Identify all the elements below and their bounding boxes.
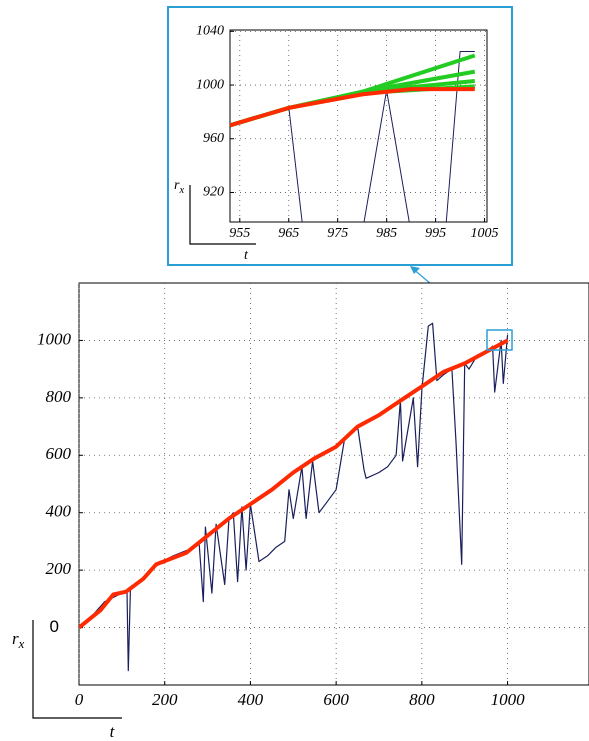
arrow-head xyxy=(410,266,420,274)
y-axis-label: rx xyxy=(12,629,25,651)
x-tick-label: 200 xyxy=(152,690,178,709)
x-tick-label: 600 xyxy=(323,690,349,709)
y-tick-label: 800 xyxy=(46,387,72,406)
x-tick-label: 0 xyxy=(75,690,84,709)
inset-frame xyxy=(167,6,513,266)
zoom-region xyxy=(486,329,513,351)
y-tick-label: 600 xyxy=(46,444,72,463)
y-tick-label: 1000 xyxy=(37,329,72,348)
x-axis-label: t xyxy=(110,722,116,741)
chart: 955 965 975 985 995 1005 920 960 1000 1040 t rx xyxy=(174,24,499,264)
y-tick-label: 1040 xyxy=(196,24,224,39)
plot-area xyxy=(229,29,488,223)
y-tick-label: 960 xyxy=(203,131,224,146)
data-line xyxy=(230,87,475,128)
y-axis-label: rx xyxy=(174,178,184,196)
y-tick-label: 1000 xyxy=(196,77,224,92)
series-group xyxy=(79,322,509,672)
y-axis-label-sub: x xyxy=(18,637,25,651)
y-axis-label-sub: x xyxy=(178,185,184,196)
y-tick-label: 0 xyxy=(50,617,59,636)
x-tick-label: 965 xyxy=(278,226,299,241)
x-tick-label: 995 xyxy=(425,226,446,241)
x-tick-label: 1005 xyxy=(471,226,499,241)
x-axis-label: t xyxy=(244,248,249,263)
y-tick-label: 200 xyxy=(46,559,72,578)
y-tick-label: 400 xyxy=(46,502,72,521)
axis-arrow xyxy=(189,185,256,245)
y-tick-label: 920 xyxy=(203,185,224,200)
x-tick-label: 955 xyxy=(229,226,250,241)
data-line xyxy=(79,338,509,630)
series-group xyxy=(230,51,476,222)
chart: 0 200 400 600 800 1000 0 200 400 600 800 1000 t rx xyxy=(12,282,589,741)
axis-arrow xyxy=(32,620,122,719)
x-tick-label: 985 xyxy=(376,226,397,241)
x-tick-label: 1000 xyxy=(491,690,526,709)
x-tick-label: 800 xyxy=(409,690,435,709)
x-tick-label: 400 xyxy=(238,690,264,709)
x-tick-label: 975 xyxy=(327,226,348,241)
